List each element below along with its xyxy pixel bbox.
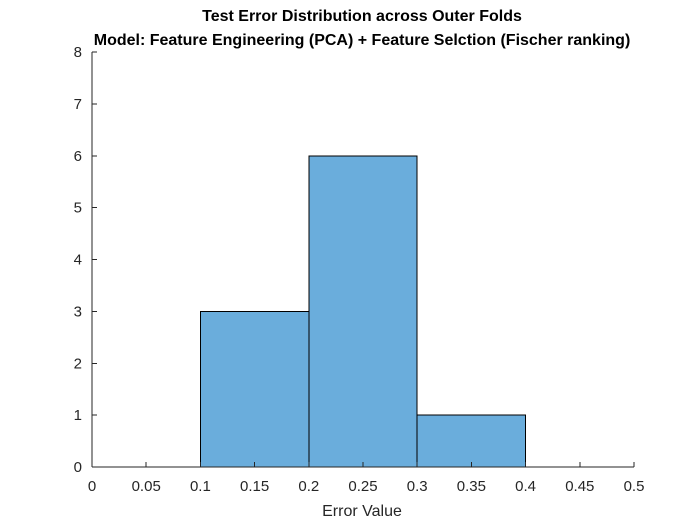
x-tick-label: 0.15 (240, 478, 269, 495)
chart-subtitle: Model: Feature Engineering (PCA) + Featu… (94, 32, 631, 49)
x-tick-label: 0 (88, 478, 96, 495)
x-tick-label: 0.2 (298, 478, 319, 495)
y-tick-label: 5 (74, 200, 82, 217)
y-tick-label: 2 (74, 355, 82, 372)
histogram-bar-2 (308, 155, 418, 468)
y-tick-label: 1 (74, 407, 82, 424)
axes-group: 0 0.05 0.1 0.15 0.2 0.25 0.3 0.35 0.4 0.45 0.5 0 1 2 3… (74, 44, 645, 495)
histogram-bar-1 (199, 310, 310, 468)
y-tick-label: 7 (74, 96, 82, 113)
y-tick-label: 8 (74, 44, 82, 61)
x-tick-label: 0.35 (457, 478, 486, 495)
x-tick-label: 0.45 (565, 478, 594, 495)
x-axis-label: Error Value (322, 503, 402, 520)
x-tick-label: 0.3 (407, 478, 428, 495)
x-tick-label: 0.5 (624, 478, 645, 495)
y-tick-label: 3 (74, 303, 82, 320)
x-tick-label: 0.1 (190, 478, 211, 495)
x-tick-label: 0.25 (348, 478, 377, 495)
y-tick-label: 4 (74, 252, 82, 269)
bars-group (199, 155, 527, 468)
histogram-bar-3 (416, 414, 527, 468)
x-tick-label: 0.4 (515, 478, 536, 495)
x-tick-label: 0.05 (132, 478, 161, 495)
y-tick-label: 6 (74, 148, 82, 165)
y-tick-label: 0 (74, 459, 82, 476)
chart-title: Test Error Distribution across Outer Fol… (202, 8, 522, 25)
